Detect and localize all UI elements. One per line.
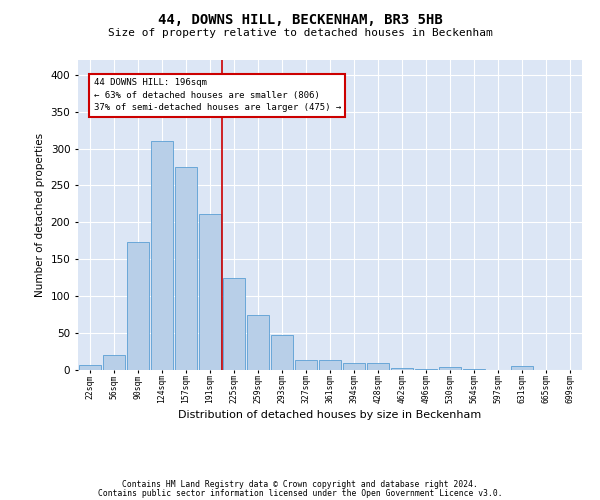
Bar (343, 364, 365, 370)
Y-axis label: Number of detached properties: Number of detached properties (35, 133, 45, 297)
Text: 44, DOWNS HILL, BECKENHAM, BR3 5HB: 44, DOWNS HILL, BECKENHAM, BR3 5HB (158, 12, 442, 26)
Bar (223, 278, 245, 370)
Text: Contains public sector information licensed under the Open Government Licence v3: Contains public sector information licen… (98, 489, 502, 498)
Bar (319, 360, 341, 370)
Text: Size of property relative to detached houses in Beckenham: Size of property relative to detached ho… (107, 28, 493, 38)
Text: Contains HM Land Registry data © Crown copyright and database right 2024.: Contains HM Land Registry data © Crown c… (122, 480, 478, 489)
Bar (295, 360, 317, 370)
Bar (511, 366, 533, 370)
X-axis label: Distribution of detached houses by size in Beckenham: Distribution of detached houses by size … (178, 410, 482, 420)
Bar (175, 167, 197, 370)
Bar (127, 242, 149, 370)
Bar (439, 367, 461, 370)
Bar (271, 334, 293, 370)
Text: 44 DOWNS HILL: 196sqm
← 63% of detached houses are smaller (806)
37% of semi-det: 44 DOWNS HILL: 196sqm ← 63% of detached … (94, 78, 341, 112)
Bar (103, 354, 125, 370)
Bar (199, 214, 221, 370)
Bar (367, 364, 389, 370)
Bar (79, 365, 101, 370)
Bar (151, 141, 173, 370)
Bar (391, 368, 413, 370)
Bar (247, 314, 269, 370)
